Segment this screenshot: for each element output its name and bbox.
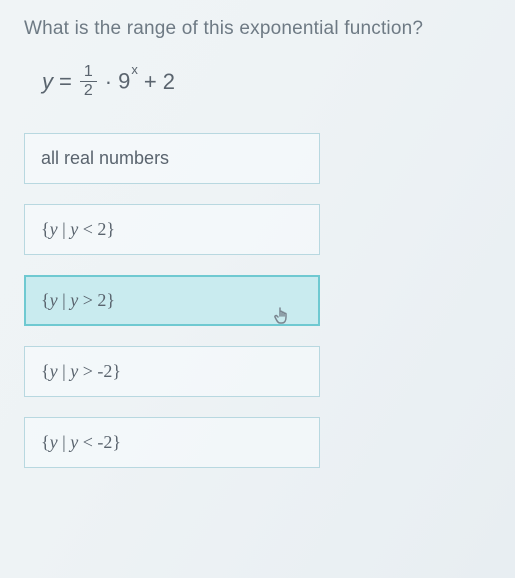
eq-plus: + <box>144 69 157 95</box>
option-y-gt-2[interactable]: {y | y > 2} <box>24 275 320 326</box>
eq-const: 2 <box>163 69 175 95</box>
option-y-lt-2[interactable]: {y | y < 2} <box>24 204 320 255</box>
eq-exp: x <box>131 62 138 77</box>
option-label: all real numbers <box>41 148 169 168</box>
option-y-lt-neg2[interactable]: {y | y < -2} <box>24 417 320 468</box>
option-all-real[interactable]: all real numbers <box>24 133 320 184</box>
option-label: {y | y > 2} <box>41 290 115 310</box>
question-text: What is the range of this exponential fu… <box>24 18 495 40</box>
option-label: {y | y < -2} <box>41 432 121 452</box>
options-list: all real numbers {y | y < 2} {y | y > 2}… <box>24 133 320 468</box>
eq-base: 9 <box>118 69 130 94</box>
eq-fraction: 1 2 <box>80 64 97 99</box>
eq-equals: = <box>59 69 72 95</box>
pointer-cursor-icon <box>274 306 292 332</box>
eq-frac-den: 2 <box>80 81 97 99</box>
option-label: {y | y < 2} <box>41 219 115 239</box>
equation: y = 1 2 · 9x + 2 <box>42 64 495 99</box>
eq-dot: · <box>105 69 112 95</box>
option-label: {y | y > -2} <box>41 361 121 381</box>
eq-frac-num: 1 <box>80 64 97 81</box>
option-y-gt-neg2[interactable]: {y | y > -2} <box>24 346 320 397</box>
eq-base-exp: 9x <box>118 68 138 94</box>
eq-lhs: y <box>42 69 53 95</box>
